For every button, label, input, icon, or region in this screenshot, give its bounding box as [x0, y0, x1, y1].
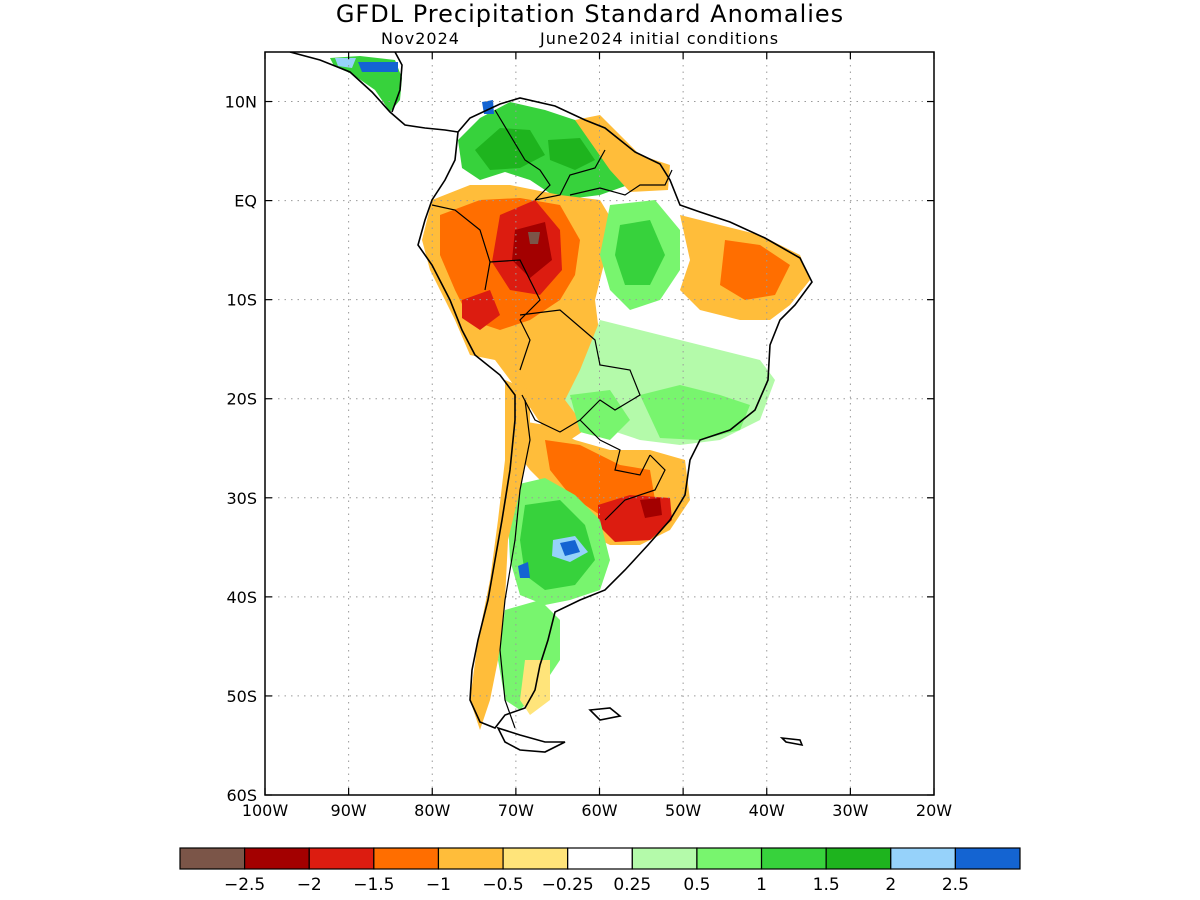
ecuador-peru-border [431, 204, 491, 291]
lat-tick-label: 10S [226, 291, 257, 310]
colombia-wet-core [475, 128, 545, 170]
brazil-guiana-border [569, 169, 673, 196]
colorbar-swatch [244, 847, 310, 870]
colorbar-label: −1 [426, 875, 451, 895]
uruguay-very-dry [640, 498, 662, 518]
colorbar-swatch [696, 847, 763, 870]
colorbar-label: −0.25 [542, 875, 594, 895]
lon-tick-label: 30W [832, 801, 868, 820]
amazon-gray-spot [528, 232, 540, 244]
lat-tick-label: 60S [226, 786, 257, 805]
lon-tick-label: 60W [581, 801, 617, 820]
colorbar-label: 2 [885, 875, 896, 895]
lon-tick-label: 70W [498, 801, 534, 820]
lat-tick-label: 20S [226, 390, 257, 409]
argentina-blue [560, 540, 580, 556]
colorbar-label: 2.5 [942, 875, 969, 895]
peru-brazil-border [489, 259, 541, 371]
colorbar-swatch [373, 847, 440, 870]
colorbar-label: −2.5 [224, 875, 265, 895]
peru-dry-spot [462, 290, 500, 330]
northeast-brazil-drier [720, 240, 790, 300]
lat-tick-label: 30S [226, 489, 257, 508]
map-grid [265, 52, 934, 795]
valid-month: Nov2024 [381, 29, 460, 48]
anomaly-shading [330, 56, 810, 730]
country-borders [431, 109, 673, 729]
colorbar-swatch [760, 847, 827, 870]
colorbar-label: 0.5 [683, 875, 710, 895]
colorbar-label: −0.5 [482, 875, 523, 895]
argentina-chile-border [499, 399, 531, 729]
central-america-light [335, 58, 356, 68]
lat-tick-label: 10N [225, 93, 257, 112]
lat-tick-label: 50S [226, 687, 257, 706]
lon-tick-label: 100W [242, 801, 289, 820]
colorbar: −2.5 −2 −1.5 −1 −0.5 −0.25 0.25 0.5 1 1.5 2 2.5 [179, 847, 1021, 895]
colombia-venezuela-wet [458, 102, 632, 200]
paraguay-border [579, 419, 651, 476]
chile-dry-strip [470, 380, 530, 730]
brazil-plateau-wet [640, 385, 750, 440]
tierra-del-fuego [496, 726, 566, 753]
colorbar-label: 0.25 [613, 875, 651, 895]
south-georgia [779, 736, 804, 747]
lon-tick-label: 90W [331, 801, 367, 820]
guiana-dry [575, 115, 670, 192]
plot-title: GFDL Precipitation Standard Anomalies [335, 0, 845, 28]
lat-tick-label: EQ [234, 192, 257, 211]
colorbar-swatch [954, 847, 1021, 870]
argentina-brazil-border [604, 454, 666, 521]
colorbar-swatch [502, 847, 569, 870]
lon-tick-label: 80W [414, 801, 450, 820]
south-america-coastline [417, 97, 813, 729]
central-america-wet-core [358, 62, 398, 72]
colorbar-swatch [437, 847, 504, 870]
initial-conditions-label: June2024 initial conditions [540, 29, 780, 48]
lon-tick-label: 40W [749, 801, 785, 820]
colorbar-swatch [631, 847, 698, 870]
lat-tick-label: 40S [226, 588, 257, 607]
argentina-blue-spot [518, 562, 530, 578]
pantanal-wet [570, 390, 630, 440]
falkland-islands [588, 707, 622, 721]
colorbar-swatch [890, 847, 956, 870]
coastlines [289, 52, 813, 753]
colorbar-swatch [567, 847, 633, 870]
colorbar-swatch [825, 847, 892, 870]
colorbar-label: 1.5 [813, 875, 840, 895]
colorbar-swatch [308, 847, 375, 870]
colorbar-swatch [179, 847, 246, 870]
lon-tick-label: 20W [916, 801, 952, 820]
lon-tick-label: 50W [665, 801, 701, 820]
central-brazil-wet-core [615, 220, 665, 285]
central-america-north-coast [391, 52, 403, 113]
colorbar-label: −1.5 [353, 875, 394, 895]
colorbar-label: 1 [756, 875, 767, 895]
colombia-venezuela-border [494, 109, 551, 201]
central-america-coastline [289, 52, 459, 133]
venezuela-wet-core [548, 138, 595, 170]
bolivia-border [519, 309, 641, 433]
colorbar-label: −2 [297, 875, 322, 895]
venezuela-brazil-border [534, 149, 606, 201]
